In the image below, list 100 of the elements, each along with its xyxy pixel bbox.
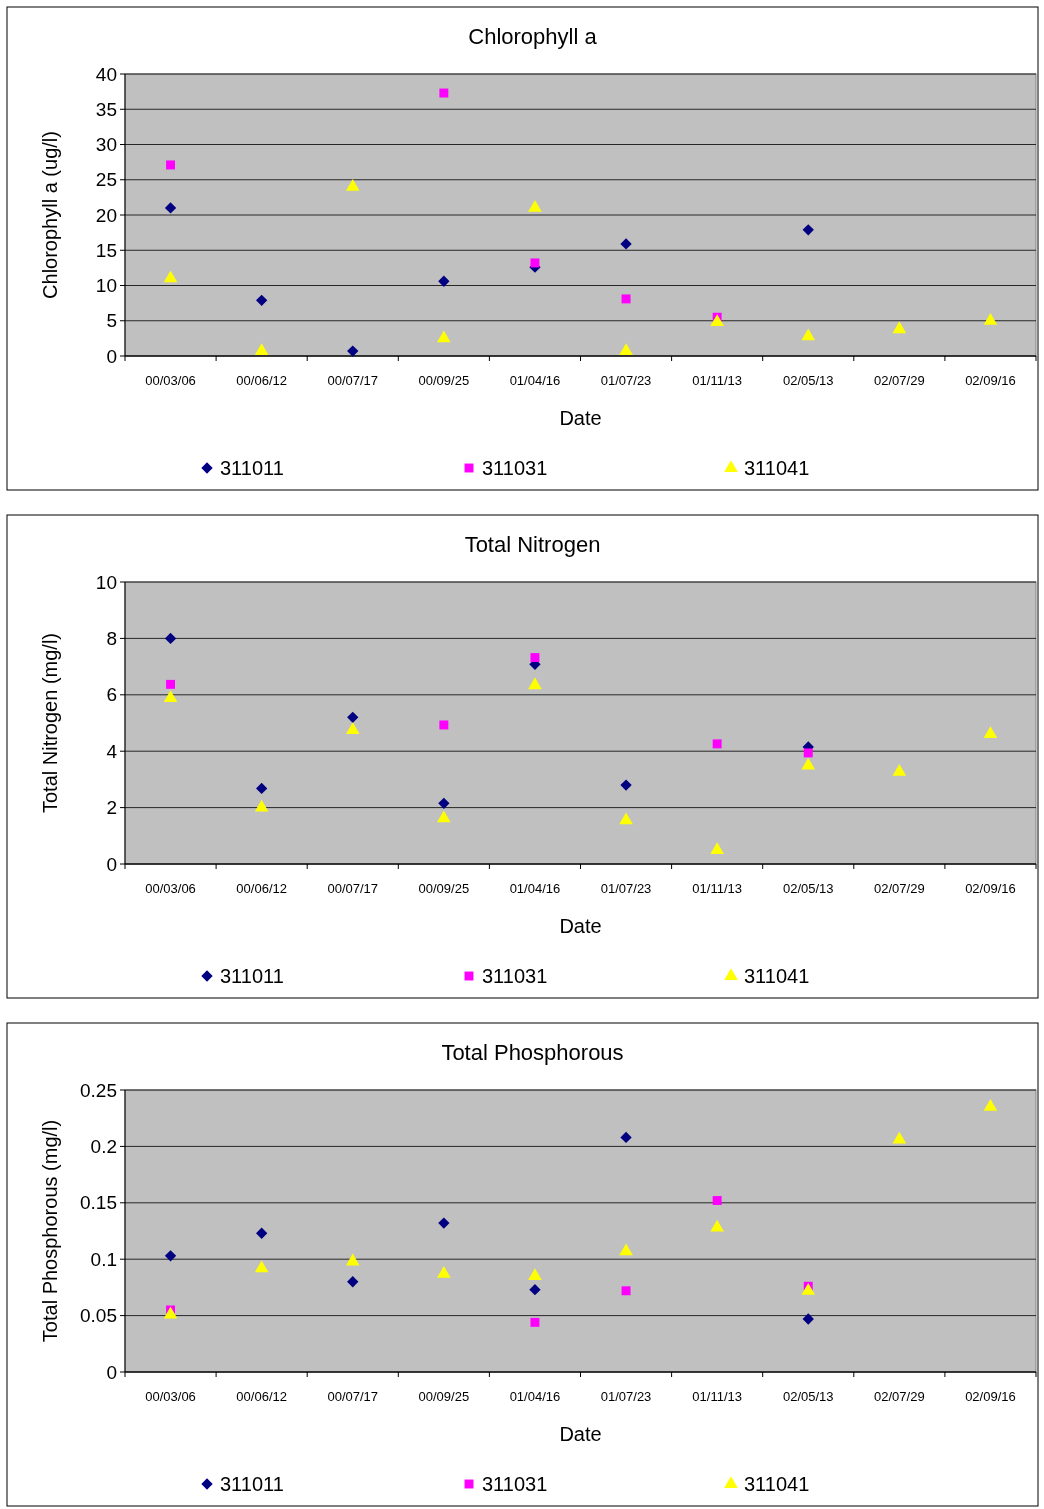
x-tick-label: 01/11/13 xyxy=(692,1389,742,1404)
point xyxy=(712,739,722,749)
point xyxy=(620,238,632,250)
point xyxy=(620,1131,632,1144)
x-axis-title: Date xyxy=(559,915,602,937)
x-tick-label: 02/09/16 xyxy=(965,1389,1016,1404)
x-tick-label: 02/05/13 xyxy=(782,1389,834,1404)
y-axis-title: Total Phosphorous (mg/l) xyxy=(39,1119,61,1343)
point xyxy=(619,343,633,355)
x-tick-label: 00/07/17 xyxy=(327,373,379,388)
x-tick-label: 00/03/06 xyxy=(145,1389,196,1404)
x-tick-label: 01/11/13 xyxy=(692,881,742,896)
x-tick-label: 01/07/23 xyxy=(600,373,652,388)
x-tick-label: 01/07/23 xyxy=(600,1389,652,1404)
y-tick-label: 2 xyxy=(106,797,117,819)
point xyxy=(801,328,816,341)
legend-label: 311011 xyxy=(220,457,284,479)
x-tick-label: 00/09/25 xyxy=(418,1389,470,1404)
point xyxy=(530,1317,540,1327)
point xyxy=(710,1219,724,1232)
x-tick-label: 02/05/13 xyxy=(782,373,834,388)
point xyxy=(801,757,816,770)
point xyxy=(163,690,178,703)
legend-label: 311041 xyxy=(744,457,810,479)
y-axis-title: Total Nitrogen (mg/l) xyxy=(39,632,61,814)
x-tick-label: 00/09/25 xyxy=(418,373,470,388)
y-tick-label: 15 xyxy=(95,239,117,261)
y-tick-label: 0.05 xyxy=(80,1305,117,1327)
x-tick-label: 00/03/06 xyxy=(145,881,196,896)
chart-title: Total Nitrogen xyxy=(464,532,601,557)
y-tick-label: 20 xyxy=(95,204,117,226)
y-tick-label: 35 xyxy=(95,98,117,120)
point xyxy=(347,711,359,724)
point xyxy=(345,722,360,734)
y-tick-label: 30 xyxy=(95,134,117,156)
y-tick-label: 10 xyxy=(95,275,117,297)
x-tick-label: 02/07/29 xyxy=(874,1389,925,1404)
x-axis-title: Date xyxy=(559,1423,602,1445)
x-axis-title: Date xyxy=(559,407,602,429)
point xyxy=(438,275,450,287)
y-tick-label: 0.2 xyxy=(90,1136,117,1158)
point xyxy=(437,330,451,343)
x-tick-label: 01/04/16 xyxy=(509,881,561,896)
point xyxy=(437,810,451,823)
point xyxy=(530,653,540,663)
point xyxy=(528,677,542,690)
point xyxy=(163,1306,178,1319)
point xyxy=(438,1217,450,1229)
y-tick-label: 0 xyxy=(106,1361,117,1383)
x-tick-label: 00/06/12 xyxy=(236,373,287,388)
point xyxy=(438,797,450,810)
point xyxy=(437,1266,451,1278)
point xyxy=(164,1250,177,1262)
point xyxy=(347,1276,359,1288)
point xyxy=(255,294,268,306)
point xyxy=(528,200,542,212)
y-tick-label: 0 xyxy=(106,853,117,875)
x-tick-label: 01/07/23 xyxy=(600,881,652,896)
y-tick-label: 6 xyxy=(106,684,117,706)
point xyxy=(255,782,268,795)
legend-label: 311031 xyxy=(482,1473,548,1495)
x-tick-label: 00/07/17 xyxy=(327,881,379,896)
point xyxy=(892,763,907,776)
legend-label: 311011 xyxy=(220,965,284,987)
point xyxy=(892,1131,907,1144)
x-tick-label: 01/04/16 xyxy=(509,1389,561,1404)
y-tick-label: 5 xyxy=(106,310,117,332)
x-tick-label: 00/07/17 xyxy=(327,1389,379,1404)
x-tick-label: 00/06/12 xyxy=(236,881,287,896)
y-tick-label: 40 xyxy=(95,63,117,85)
x-tick-label: 01/11/13 xyxy=(692,373,742,388)
point xyxy=(166,679,176,689)
point xyxy=(164,202,177,214)
point xyxy=(983,312,998,325)
point xyxy=(710,842,724,855)
y-tick-label: 10 xyxy=(95,571,117,593)
point xyxy=(529,1284,541,1296)
legend-label: 311031 xyxy=(482,965,548,987)
point xyxy=(254,799,269,812)
point xyxy=(439,720,449,730)
chart-title: Chlorophyll a xyxy=(468,24,598,49)
point xyxy=(345,1253,360,1266)
point xyxy=(983,1099,998,1111)
point xyxy=(163,270,178,283)
x-tick-label: 02/07/29 xyxy=(874,373,925,388)
legend-label: 311041 xyxy=(744,965,810,987)
legend-label: 311041 xyxy=(744,1473,810,1495)
y-tick-label: 0.1 xyxy=(90,1248,117,1270)
point xyxy=(802,224,814,236)
y-tick-label: 8 xyxy=(106,628,117,650)
x-tick-label: 02/07/29 xyxy=(874,881,925,896)
point xyxy=(621,294,631,304)
point xyxy=(255,1227,268,1239)
y-tick-label: 25 xyxy=(95,169,117,191)
x-tick-label: 02/05/13 xyxy=(782,881,834,896)
point xyxy=(619,812,633,825)
point xyxy=(803,748,813,758)
point xyxy=(619,1243,633,1256)
point xyxy=(983,726,998,738)
x-tick-label: 00/03/06 xyxy=(145,373,196,388)
